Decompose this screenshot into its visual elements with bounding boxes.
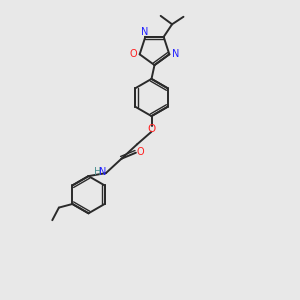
Text: N: N: [99, 167, 106, 177]
Text: O: O: [130, 49, 137, 59]
Text: O: O: [147, 124, 156, 134]
Text: H: H: [94, 167, 101, 177]
Text: O: O: [137, 147, 145, 157]
Text: N: N: [172, 49, 179, 59]
Text: N: N: [141, 27, 148, 37]
